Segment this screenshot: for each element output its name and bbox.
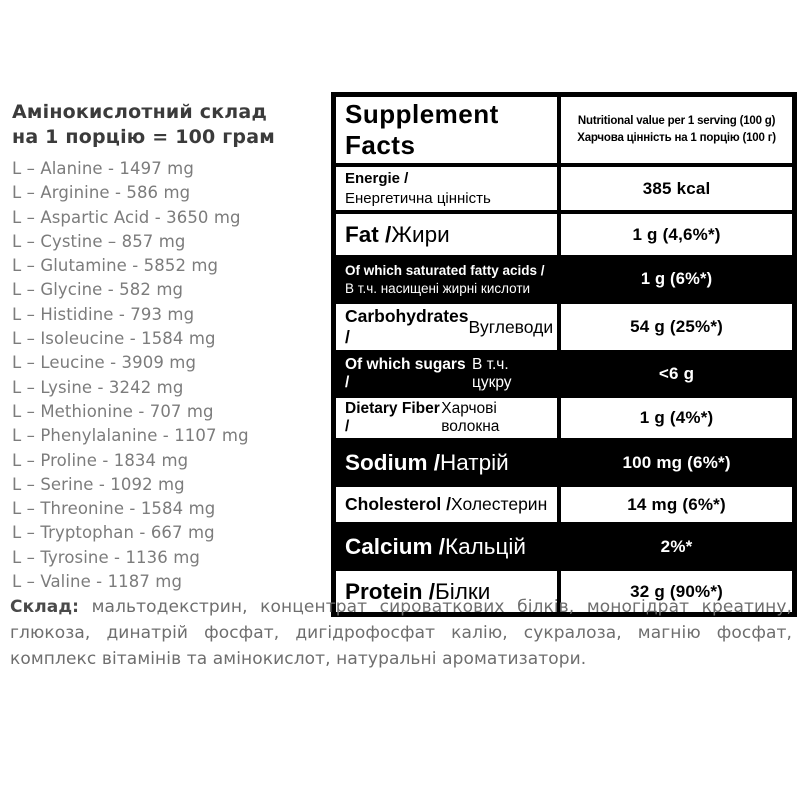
facts-label-en: Of which saturated fatty acids / xyxy=(345,262,545,278)
facts-row-value: 1 g (4,6%*) xyxy=(561,214,792,255)
amino-list: L – Alanine - 1497 mg L – Arginine - 586 … xyxy=(12,157,324,594)
facts-row-label: Calcium / Кальцій xyxy=(336,526,558,567)
amino-acid-section: Амінокислотний склад на 1 порцію = 100 г… xyxy=(12,100,324,594)
amino-list-item: L – Isoleucine - 1584 mg xyxy=(12,329,216,349)
supplement-facts-title: Supplement Facts xyxy=(336,97,558,163)
facts-label-ua: Харчові волокна xyxy=(441,400,500,435)
facts-row-value: 32 g (90%*) xyxy=(561,571,792,612)
facts-subtitle-line1: Nutritional value per 1 serving (100 g) xyxy=(577,114,776,127)
facts-label-ua: Кальцій xyxy=(445,533,526,559)
amino-list-item: L – Cystine – 857 mg xyxy=(12,231,186,251)
facts-row-value: 14 mg (6%*) xyxy=(561,487,792,522)
facts-label-ua: Натрій xyxy=(440,449,509,475)
facts-label-ua: Жири xyxy=(391,221,450,247)
facts-row: Fat / Жири 1 g (4,6%*) xyxy=(336,214,792,255)
facts-row-label: Carbohydrates / Вуглеводи xyxy=(336,304,558,350)
facts-row-label: Of which saturated fatty acids / В т.ч. н… xyxy=(336,259,558,300)
amino-section-title-line2: на 1 порцію = 100 грам xyxy=(12,126,275,148)
amino-list-item: L – Serine - 1092 mg xyxy=(12,474,185,494)
facts-row-value: 385 kcal xyxy=(561,167,792,210)
facts-row-label: Energie / Енергетична цінність xyxy=(336,167,558,210)
facts-row: Carbohydrates / Вуглеводи 54 g (25%*) xyxy=(336,304,792,350)
facts-label-ua: В т.ч. цукру xyxy=(471,356,512,391)
facts-row: Cholesterol / Холестерин 14 mg (6%*) xyxy=(336,487,792,522)
facts-row-label: Of which sugars / В т.ч. цукру xyxy=(336,354,558,394)
facts-label-en: Calcium / xyxy=(345,533,446,559)
amino-list-item: L – Methionine - 707 mg xyxy=(12,401,214,421)
amino-list-item: L – Glutamine - 5852 mg xyxy=(12,256,219,276)
facts-row: Protein / Білки 32 g (90%*) xyxy=(336,571,792,612)
amino-list-item: L – Arginine - 586 mg xyxy=(12,183,191,203)
supplement-facts-table: Supplement Facts Nutritional value per 1… xyxy=(331,92,797,617)
facts-row-value: 54 g (25%*) xyxy=(561,304,792,350)
facts-row-value: 100 mg (6%*) xyxy=(561,442,792,483)
amino-list-item: L – Threonine - 1584 mg xyxy=(12,499,216,519)
facts-row-label: Protein / Білки xyxy=(336,571,558,612)
amino-list-item: L – Aspartic Acid - 3650 mg xyxy=(12,207,241,227)
amino-section-title-line1: Амінокислотний склад xyxy=(12,101,267,123)
facts-row: Dietary Fiber / Харчові волокна 1 g (4%*) xyxy=(336,398,792,438)
facts-label-en: Dietary Fiber / xyxy=(345,400,440,435)
facts-label-ua: Холестерин xyxy=(451,494,548,514)
facts-row: Calcium / Кальцій 2%* xyxy=(336,526,792,567)
facts-row-value: 1 g (6%*) xyxy=(561,259,792,300)
amino-list-item: L – Tyrosine - 1136 mg xyxy=(12,547,200,567)
amino-list-item: L – Leucine - 3909 mg xyxy=(12,353,197,373)
facts-label-en: Carbohydrates / xyxy=(345,306,469,347)
facts-label-en: Fat / xyxy=(345,221,392,247)
facts-label-en: Of which sugars / xyxy=(345,356,466,391)
facts-row: Of which sugars / В т.ч. цукру <6 g xyxy=(336,354,792,394)
facts-label-en: Protein / xyxy=(345,578,436,604)
amino-list-item: L – Glycine - 582 mg xyxy=(12,280,184,300)
facts-row-label: Dietary Fiber / Харчові волокна xyxy=(336,398,558,438)
amino-list-item: L – Histidine - 793 mg xyxy=(12,304,195,324)
ingredients-label: Склад: xyxy=(10,597,80,617)
facts-label-en: Sodium / xyxy=(345,449,440,475)
facts-row: Of which saturated fatty acids / В т.ч. н… xyxy=(336,259,792,300)
facts-label-ua: Білки xyxy=(435,578,491,604)
amino-list-item: L – Tryptophan - 667 mg xyxy=(12,523,215,543)
facts-header-row: Supplement Facts Nutritional value per 1… xyxy=(336,97,792,163)
facts-row: Energie / Енергетична цінність 385 kcal xyxy=(336,167,792,210)
amino-list-item: L – Proline - 1834 mg xyxy=(12,450,189,470)
facts-label-en: Cholesterol / xyxy=(345,494,451,514)
facts-header-subtitle: Nutritional value per 1 serving (100 g) … xyxy=(561,97,792,163)
facts-row-value: 1 g (4%*) xyxy=(561,398,792,438)
facts-row: Sodium / Натрій 100 mg (6%*) xyxy=(336,442,792,483)
amino-list-item: L – Lysine - 3242 mg xyxy=(12,377,184,397)
facts-label-en: Energie / xyxy=(345,170,409,187)
facts-row-label: Fat / Жири xyxy=(336,214,558,255)
facts-subtitle-line2: Харчова цінність на 1 порцію (100 г) xyxy=(577,132,776,144)
amino-list-item: L – Alanine - 1497 mg xyxy=(12,159,194,178)
amino-list-item: L – Phenylalanine - 1107 mg xyxy=(12,426,249,446)
facts-row-label: Sodium / Натрій xyxy=(336,442,558,483)
facts-row-value: 2%* xyxy=(561,526,792,567)
amino-list-item: L – Valine - 1187 mg xyxy=(12,572,183,592)
ingredients-text: мальтодекстрин, концентрат сироваткових … xyxy=(10,597,792,669)
facts-label-ua: Енергетична цінність xyxy=(345,189,491,207)
ingredients-paragraph: Склад: мальтодекстрин, концентрат сирова… xyxy=(10,594,792,672)
facts-row-value: <6 g xyxy=(561,354,792,394)
facts-row-label: Cholesterol / Холестерин xyxy=(336,487,558,522)
facts-label-ua: Вуглеводи xyxy=(468,316,554,337)
facts-label-ua: В т.ч. насищені жирні кислоти xyxy=(345,280,531,296)
